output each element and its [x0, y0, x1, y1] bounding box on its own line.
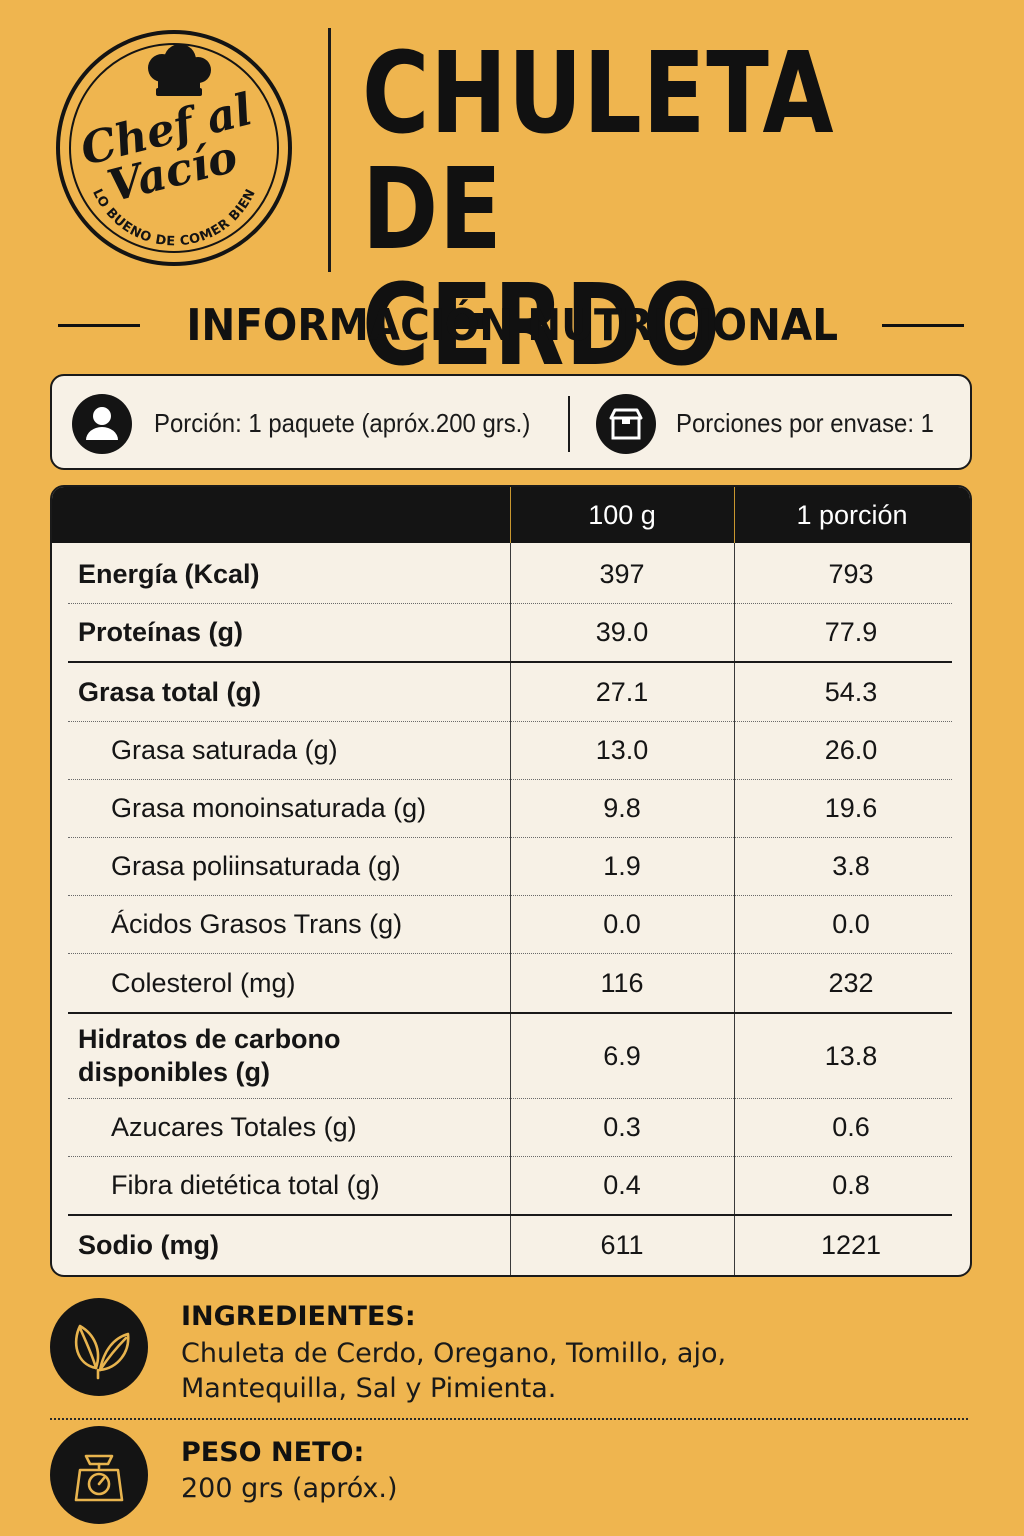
value-per-portion: 0.0: [832, 909, 870, 939]
nutrient-label: Fibra dietética total (g): [111, 1170, 380, 1200]
value-per-100g: 9.8: [603, 793, 641, 823]
brand-logo: Chef al Vacío LO BUENO DE COMER BIEN: [54, 26, 294, 270]
value-per-100g: 1.9: [603, 851, 641, 881]
nutrition-table: 100 g 1 porción Energía (Kcal) 397 793 P…: [50, 485, 972, 1277]
value-per-portion: 0.6: [832, 1112, 870, 1142]
net-weight-value: 200 grs (apróx.): [181, 1473, 398, 1504]
product-title-line1: CHULETA: [362, 29, 835, 159]
ingredients-line2: Mantequilla, Sal y Pimienta.: [181, 1373, 557, 1404]
table-row: Ácidos Grasos Trans (g) 0.0 0.0: [68, 896, 952, 954]
section-separator: [50, 1418, 968, 1420]
table-row: Hidratos de carbono disponibles (g) 6.9 …: [68, 1014, 952, 1099]
title-rule-left: [58, 324, 140, 327]
section-title: INFORMACIÓN NUTRICIONAL: [0, 296, 1024, 356]
logo-seal: Chef al Vacío LO BUENO DE COMER BIEN: [56, 30, 292, 266]
table-row: Grasa saturada (g) 13.0 26.0: [68, 722, 952, 780]
product-title: CHULETA DE CERDO: [362, 36, 887, 384]
nutrient-label: Ácidos Grasos Trans (g): [111, 909, 403, 939]
table-row: Grasa poliinsaturada (g) 1.9 3.8: [68, 838, 952, 896]
value-per-100g: 0.3: [603, 1112, 641, 1142]
value-per-portion: 1221: [820, 1229, 882, 1260]
value-per-100g: 39.0: [595, 617, 649, 647]
header-divider: [328, 28, 331, 272]
value-per-portion: 26.0: [824, 735, 878, 765]
value-per-portion: 13.8: [824, 1040, 878, 1071]
value-per-100g: 116: [600, 967, 644, 998]
nutrient-label: Energía (Kcal): [78, 558, 260, 589]
value-per-portion: 232: [828, 967, 874, 998]
box-icon: [596, 394, 656, 454]
value-per-100g: 0.0: [603, 909, 641, 939]
value-per-100g: 611: [600, 1229, 644, 1260]
nutrient-label: Colesterol (mg): [111, 967, 296, 998]
value-per-100g: 6.9: [603, 1040, 641, 1071]
value-per-100g: 0.4: [603, 1170, 641, 1200]
value-per-portion: 793: [828, 558, 874, 589]
ingredients-line1: Chuleta de Cerdo, Oregano, Tomillo, ajo,: [181, 1338, 727, 1369]
ingredients-title: INGREDIENTES:: [181, 1301, 416, 1332]
table-row: Azucares Totales (g) 0.3 0.6: [68, 1099, 952, 1157]
servings-per-pack: Porciones por envase: 1: [676, 408, 934, 438]
table-row: Sodio (mg) 611 1221: [68, 1216, 952, 1274]
nutrient-label: Grasa saturada (g): [111, 735, 338, 765]
nutrient-label: Sodio (mg): [78, 1229, 219, 1260]
value-per-100g: 397: [599, 558, 645, 589]
nutrient-label: Proteínas (g): [78, 617, 244, 647]
table-header: 100 g 1 porción: [52, 487, 970, 543]
serving-size: Porción: 1 paquete (apróx.200 grs.): [154, 408, 531, 438]
value-per-portion: 0.8: [832, 1170, 870, 1200]
net-weight-title: PESO NETO:: [181, 1437, 365, 1468]
title-rule-right: [882, 324, 964, 327]
table-row: Colesterol (mg) 116 232: [68, 954, 952, 1014]
table-row: Energía (Kcal) 397 793: [68, 545, 952, 604]
chef-hat-icon: [148, 44, 211, 96]
header-per-100g: 100 g: [588, 500, 656, 530]
nutrient-label: Azucares Totales (g): [111, 1112, 357, 1142]
column-divider: [734, 543, 735, 1275]
table-row: Proteínas (g) 39.0 77.9: [68, 604, 952, 663]
table-row: Grasa total (g) 27.1 54.3: [68, 663, 952, 722]
table-row: Fibra dietética total (g) 0.4 0.8: [68, 1157, 952, 1216]
value-per-portion: 19.6: [824, 793, 878, 823]
table-row: Grasa monoinsaturada (g) 9.8 19.6: [68, 780, 952, 838]
value-per-portion: 77.9: [824, 617, 878, 647]
leaves-icon: [50, 1298, 148, 1396]
nutrient-label: Hidratos de carbono disponibles (g): [78, 1024, 341, 1087]
portion-separator: [568, 396, 570, 452]
column-divider: [510, 487, 511, 543]
nutrient-label: Grasa monoinsaturada (g): [111, 793, 427, 823]
value-per-portion: 54.3: [824, 676, 878, 707]
value-per-portion: 3.8: [832, 851, 870, 881]
value-per-100g: 13.0: [595, 735, 649, 765]
column-divider: [734, 487, 735, 543]
product-title-line2: DE CERDO: [362, 145, 722, 391]
portion-box: Porción: 1 paquete (apróx.200 grs.) Porc…: [50, 374, 972, 470]
nutrient-label: Grasa total (g): [78, 676, 262, 707]
column-divider: [510, 543, 511, 1275]
scale-icon: [50, 1426, 148, 1524]
person-icon: [72, 394, 132, 454]
nutrient-label: Grasa poliinsaturada (g): [111, 851, 401, 881]
header-per-portion: 1 porción: [796, 500, 908, 530]
value-per-100g: 27.1: [595, 676, 649, 707]
section-title-text: INFORMACIÓN NUTRICIONAL: [186, 300, 838, 351]
